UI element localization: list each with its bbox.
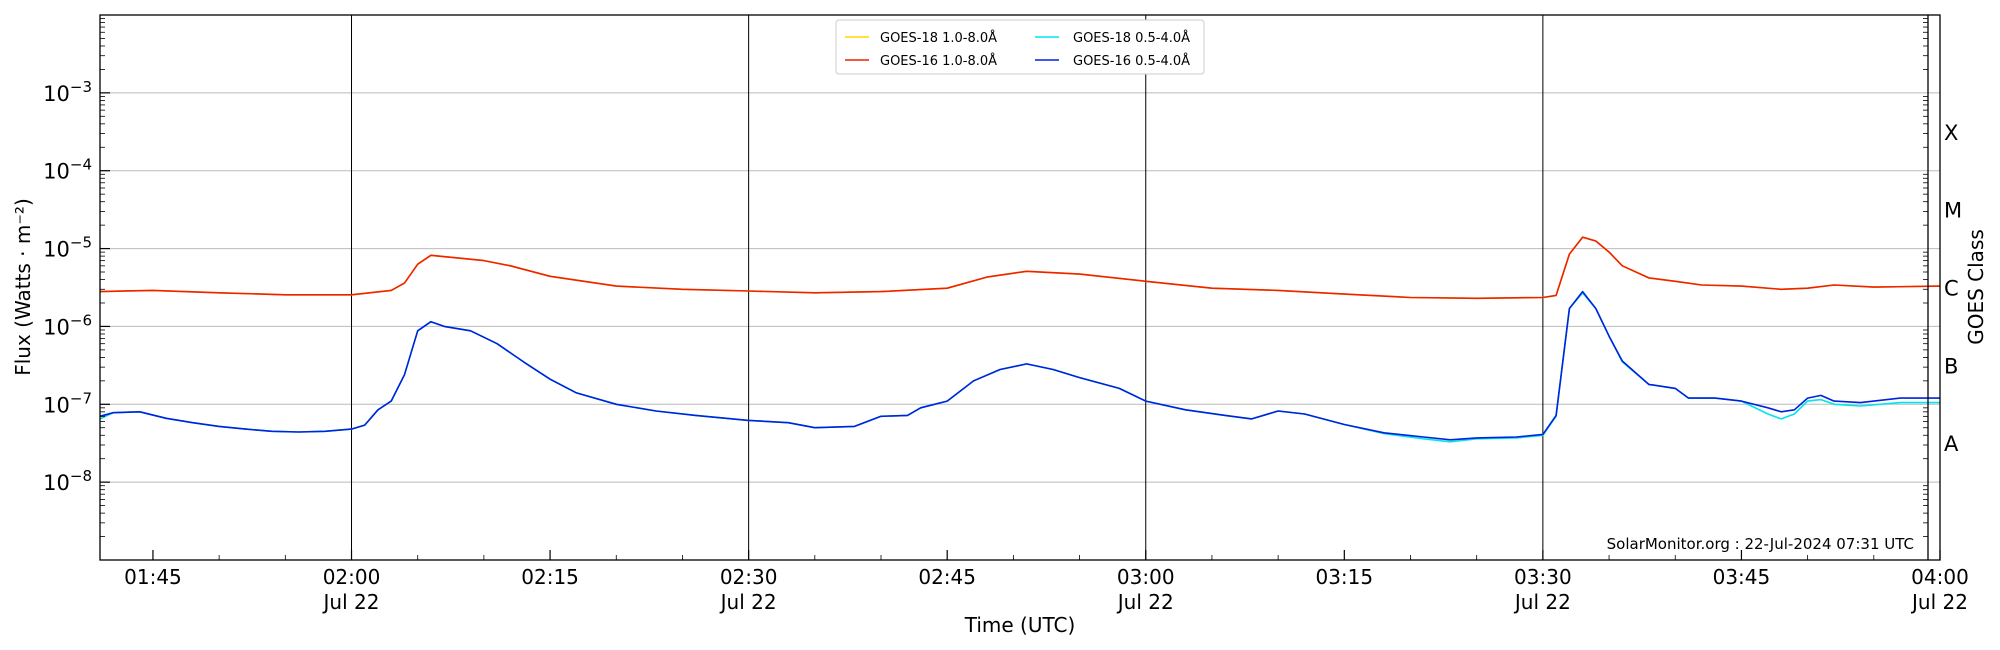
legend-label-goes18-long: GOES-18 1.0-8.0Å: [880, 30, 997, 46]
y-tick-label: 10−4: [43, 156, 92, 184]
x-tick-label: 04:00: [1911, 565, 1969, 589]
x-tick-label: 03:30: [1514, 565, 1572, 589]
legend-label-goes18-short: GOES-18 0.5-4.0Å: [1073, 30, 1190, 46]
y-axis-label: Flux (Watts · m⁻²): [11, 198, 35, 376]
series-line-3: [99, 290, 1940, 441]
x-tick-sublabel: Jul 22: [1116, 590, 1174, 614]
x-tick-sublabel: Jul 22: [719, 590, 777, 614]
plot-frame: [99, 14, 1941, 561]
series-layer: [99, 236, 1941, 443]
y-tick-label: 10−6: [43, 311, 92, 339]
plot-background: [100, 15, 1940, 560]
source-annotation: SolarMonitor.org : 22-Jul-2024 07:31 UTC: [1607, 535, 1914, 553]
y-tick-label: 10−8: [43, 467, 92, 495]
goes-class-label: M: [1944, 199, 1962, 223]
x-tick-label: 01:45: [124, 565, 182, 589]
legend-box: [835, 19, 1205, 75]
y-axis-label-right: GOES Class: [1964, 229, 1988, 345]
goes-class-label: A: [1944, 432, 1959, 456]
goes-class-layer: X M C B A: [1944, 121, 1962, 456]
y-tick-label: 10−7: [43, 389, 92, 417]
legend-label-goes16-short: GOES-16 0.5-4.0Å: [1073, 53, 1190, 69]
series-line-1: [99, 236, 1941, 300]
x-tick-label: 03:00: [1117, 565, 1175, 589]
y-tick-layer: 10−3 10−4 10−5 10−6 10−7 10−8: [43, 18, 1928, 537]
y-tick-label: 10−5: [43, 234, 92, 262]
legend-label-goes16-long: GOES-16 1.0-8.0Å: [880, 53, 997, 69]
x-tick-label: 02:15: [521, 565, 579, 589]
x-tick-sublabel: Jul 22: [1513, 590, 1571, 614]
x-tick-label: 02:45: [918, 565, 976, 589]
x-tick-label: 03:15: [1315, 565, 1373, 589]
goes-class-label: C: [1944, 277, 1959, 301]
vertical-line-layer: [351, 15, 1544, 560]
x-tick-label: 02:30: [720, 565, 778, 589]
grid-layer: [100, 92, 1940, 483]
x-tick-sublabel: Jul 22: [322, 590, 380, 614]
goes-class-label: B: [1944, 354, 1958, 378]
x-axis-label: Time (UTC): [964, 613, 1076, 637]
legend: GOES-18 1.0-8.0Å GOES-16 1.0-8.0Å GOES-1…: [835, 19, 1205, 75]
x-tick-label: 02:00: [323, 565, 381, 589]
y-tick-label: 10−3: [43, 78, 92, 106]
goes-class-label: X: [1944, 121, 1958, 145]
x-tick-label: 03:45: [1713, 565, 1771, 589]
x-tick-sublabel: Jul 22: [1910, 590, 1968, 614]
